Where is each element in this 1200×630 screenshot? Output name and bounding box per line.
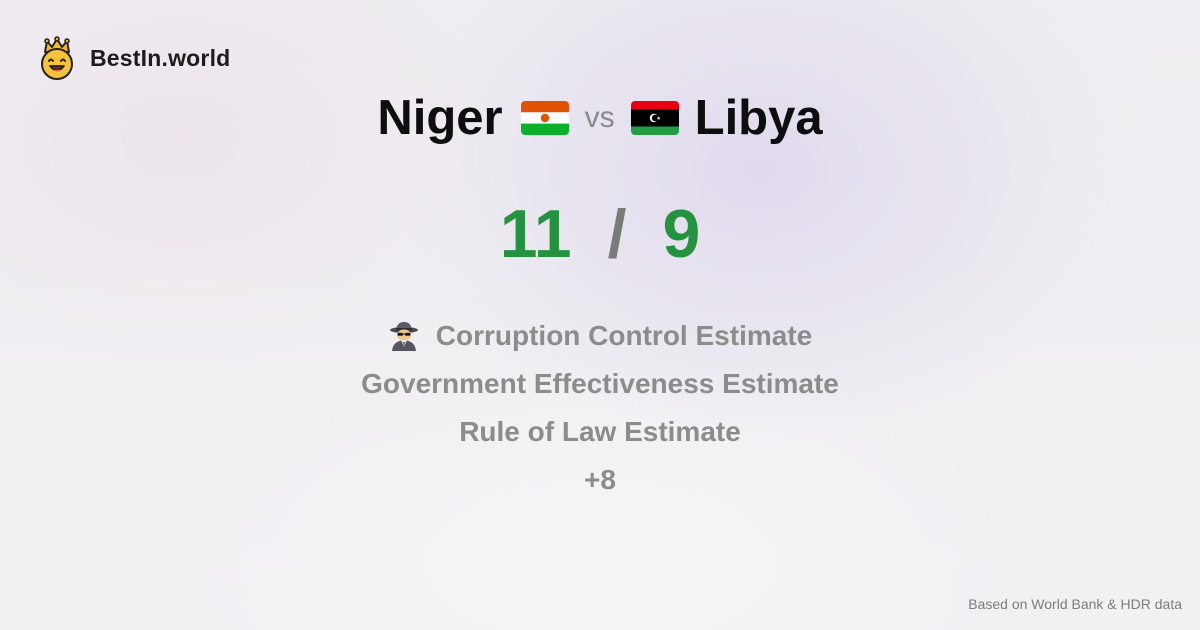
crowned-smiley-icon [38, 36, 76, 80]
brand-header[interactable]: BestIn.world [38, 36, 230, 80]
data-source-note: Based on World Bank & HDR data [968, 596, 1182, 612]
left-country-name: Niger [377, 90, 502, 146]
metric-item: Government Effectiveness Estimate [0, 360, 1200, 408]
right-score: 9 [662, 195, 700, 273]
metric-label: Corruption Control Estimate [436, 320, 812, 352]
metric-item: Rule of Law Estimate [0, 408, 1200, 456]
more-count-label: +8 [584, 464, 616, 496]
right-country-name: Libya [695, 90, 823, 146]
metric-item: Corruption Control Estimate [0, 312, 1200, 360]
metrics-list: Corruption Control Estimate Government E… [0, 312, 1200, 504]
comparison-title: Niger vs Libya [0, 86, 1200, 150]
score-separator: / [608, 195, 627, 273]
spy-icon [388, 320, 420, 352]
libya-flag-icon [631, 101, 679, 135]
score-display: 11 / 9 [0, 192, 1200, 276]
brand-name: BestIn.world [90, 45, 230, 72]
more-metrics-count: +8 [0, 456, 1200, 504]
vs-label: vs [585, 101, 615, 135]
niger-flag-icon [521, 101, 569, 135]
metric-label: Rule of Law Estimate [459, 416, 741, 448]
left-score: 11 [500, 195, 572, 273]
metric-label: Government Effectiveness Estimate [361, 368, 839, 400]
